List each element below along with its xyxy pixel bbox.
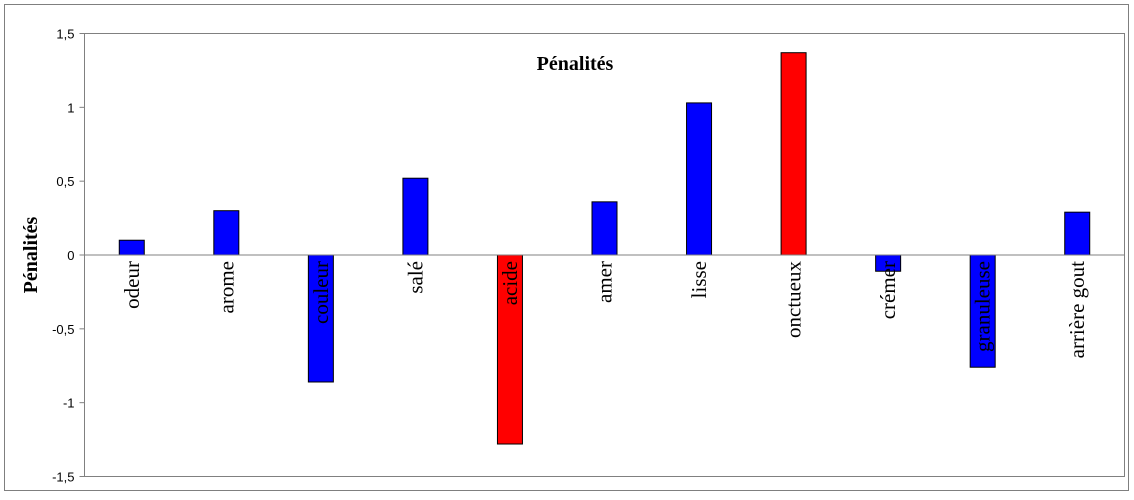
y-tick-label: 0 (67, 248, 74, 263)
bar-couleur (307, 254, 334, 383)
y-axis: 1,5 1 0,5 0 -0,5 -1 -1,5 (52, 27, 85, 485)
bar-lisse (686, 102, 713, 256)
bars (118, 52, 1091, 445)
bar-onctueux (780, 52, 807, 256)
y-axis-title: Pénalités (20, 216, 42, 293)
category-label: onctueux (782, 261, 806, 338)
chart-title: Pénalités (537, 53, 614, 75)
category-labels: odeur arome couleur salé acide amer lisse onctu… (120, 261, 1089, 359)
bar-odeur (118, 239, 145, 256)
y-tick-label: -0,5 (52, 322, 74, 337)
category-label: arome (214, 261, 238, 313)
category-label: couleur (309, 261, 333, 324)
category-label: salé (403, 261, 427, 294)
bar-arome (213, 210, 240, 256)
category-label: crémer (876, 261, 900, 319)
y-tick-label: -1 (63, 396, 75, 411)
category-label: granuleuse (971, 261, 995, 352)
category-label: odeur (120, 261, 144, 309)
bar-salé (402, 177, 429, 256)
bar-arrière-gout (1064, 211, 1091, 256)
y-tick-label: 0,5 (56, 174, 74, 189)
bar-granuleuse (969, 254, 996, 368)
category-label: acide (498, 261, 522, 305)
category-label: arrière gout (1065, 261, 1089, 359)
y-tick-label: 1 (67, 100, 74, 115)
category-label: lisse (687, 261, 711, 298)
category-label: amer (593, 261, 617, 303)
bar-acide (496, 254, 523, 445)
y-tick-label: 1,5 (56, 27, 74, 42)
y-tick-label: -1,5 (52, 470, 74, 485)
bar-amer (591, 201, 618, 256)
